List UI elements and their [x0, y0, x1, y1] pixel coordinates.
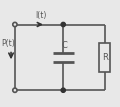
Circle shape [61, 88, 65, 92]
Circle shape [61, 22, 65, 27]
Bar [99, 43, 110, 72]
Text: C: C [61, 41, 67, 50]
Circle shape [13, 88, 17, 92]
Text: P(t): P(t) [2, 39, 15, 48]
Text: I(t): I(t) [35, 11, 47, 20]
Text: R: R [102, 53, 108, 62]
Circle shape [13, 22, 17, 27]
